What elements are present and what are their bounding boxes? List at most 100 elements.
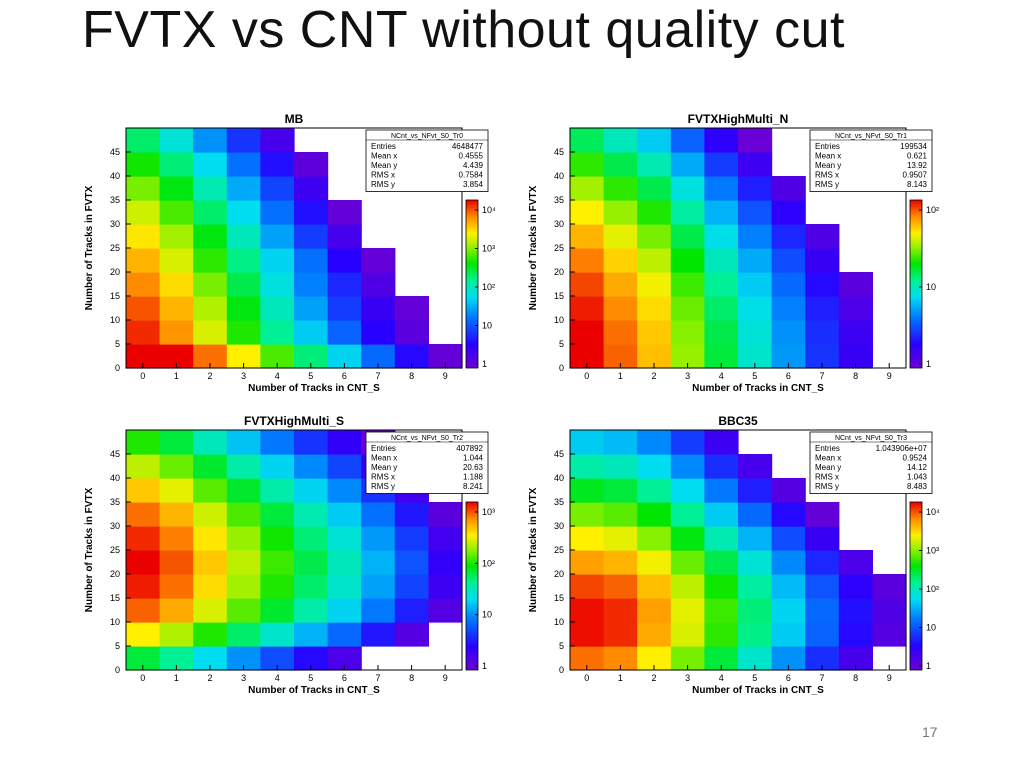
y-tick-label: 15 [110,593,120,603]
heatmap-cell [805,320,840,345]
heatmap-cell [738,478,773,503]
heatmap-cell [193,454,228,479]
chart-0-color-scale-bar [465,199,479,369]
stats-row-value: 0.7584 [459,171,484,180]
heatmap-cell [193,272,228,297]
stats-row-label: RMS y [371,180,395,189]
heatmap-cell [670,296,705,321]
heatmap-cell [738,598,773,623]
heatmap-cell [838,574,873,599]
heatmap-cell [670,200,705,225]
heatmap-cell [260,200,295,225]
stats-row-value: 199534 [900,142,927,151]
heatmap-cell [226,296,261,321]
stats-row-label: Mean y [371,161,397,170]
color-scale-label: 1 [926,359,931,369]
heatmap-cell [838,296,873,321]
x-tick-label: 1 [174,673,179,683]
color-scale-label: 10 [926,282,936,292]
heatmap-panel-fvtxhighmulti-n: FVTXHighMulti_N0 1 2 3 4 5 6 7 8 9051015202530354… [528,112,939,394]
heatmap-cell [294,454,329,479]
heatmap-cell [670,224,705,249]
stats-row-label: RMS y [815,180,839,189]
heatmap-cell [603,128,638,153]
stats-row-value: 1.043 [907,473,928,482]
heatmap-cell [771,478,806,503]
heatmap-cell [570,550,605,575]
heatmap-cell [260,622,295,647]
y-tick-label: 5 [115,641,120,651]
stats-row-value: 0.9524 [903,454,928,463]
heatmap-cell [637,224,672,249]
heatmap-cell [428,550,463,575]
heatmap-cell [361,502,396,527]
heatmap-cell [738,550,773,575]
stats-row-label: Mean y [815,161,841,170]
heatmap-cell [428,502,463,527]
color-scale-label: 10 [926,623,936,633]
chart-1-chart-title: FVTXHighMulti_N [688,112,789,126]
heatmap-cell [294,296,329,321]
stats-row-value: 13.92 [907,161,928,170]
x-tick-label: 6 [342,673,347,683]
y-tick-label: 40 [110,171,120,181]
heatmap-cell [570,128,605,153]
heatmap-cell [159,430,194,455]
x-tick-label: 4 [275,371,280,381]
heatmap-cell [570,296,605,321]
heatmap-cell [159,454,194,479]
heatmap-cell [570,272,605,297]
heatmap-cell [637,248,672,273]
heatmap-cell [159,176,194,201]
heatmap-cell [704,320,739,345]
chart-3-stats-box-name: NCnt_vs_NFvt_S0_Tr3 [835,435,907,442]
heatmap-cell [771,574,806,599]
heatmap-cell [670,550,705,575]
heatmap-cell [226,454,261,479]
stats-row-label: RMS x [815,171,839,180]
heatmap-cell [704,128,739,153]
y-tick-label: 0 [559,363,564,373]
heatmap-cell [394,296,429,321]
stats-row-label: Mean y [371,463,397,472]
y-tick-label: 5 [115,339,120,349]
heatmap-cell [394,574,429,599]
heatmap-cell [361,248,396,273]
y-tick-label: 20 [554,267,564,277]
stats-row-value: 0.621 [907,152,928,161]
heatmap-cell [260,296,295,321]
heatmap-cell [637,128,672,153]
chart-3-color-scale-bar [909,501,923,671]
x-tick-label: 5 [752,673,757,683]
heatmap-cell [670,454,705,479]
x-tick-label: 7 [375,371,380,381]
heatmap-cell [260,550,295,575]
y-tick-label: 10 [110,617,120,627]
heatmap-cell [260,152,295,177]
heatmap-cell [327,224,362,249]
heatmap-cell [670,478,705,503]
heatmap-cell [670,176,705,201]
page-number: 17 [922,724,938,740]
heatmap-cell [603,152,638,177]
heatmap-cell [361,622,396,647]
x-tick-label: 5 [308,371,313,381]
stats-row-value: 3.854 [463,180,484,189]
chart-1-x-axis-label: Number of Tracks in CNT_S [692,383,824,394]
stats-row-label: Mean x [371,152,397,161]
y-tick-label: 0 [559,665,564,675]
y-tick-label: 30 [554,219,564,229]
heatmap-cell [126,272,161,297]
heatmap-cell [226,430,261,455]
heatmap-cell [260,248,295,273]
chart-0-stats-box-name: NCnt_vs_NFvt_S0_Tr0 [391,133,463,140]
heatmap-cell [260,224,295,249]
heatmap-cell [126,224,161,249]
heatmap-cell [603,526,638,551]
heatmap-cell [570,430,605,455]
heatmap-cell [805,272,840,297]
heatmap-cell [738,622,773,647]
stats-row-value: 8.483 [907,482,928,491]
